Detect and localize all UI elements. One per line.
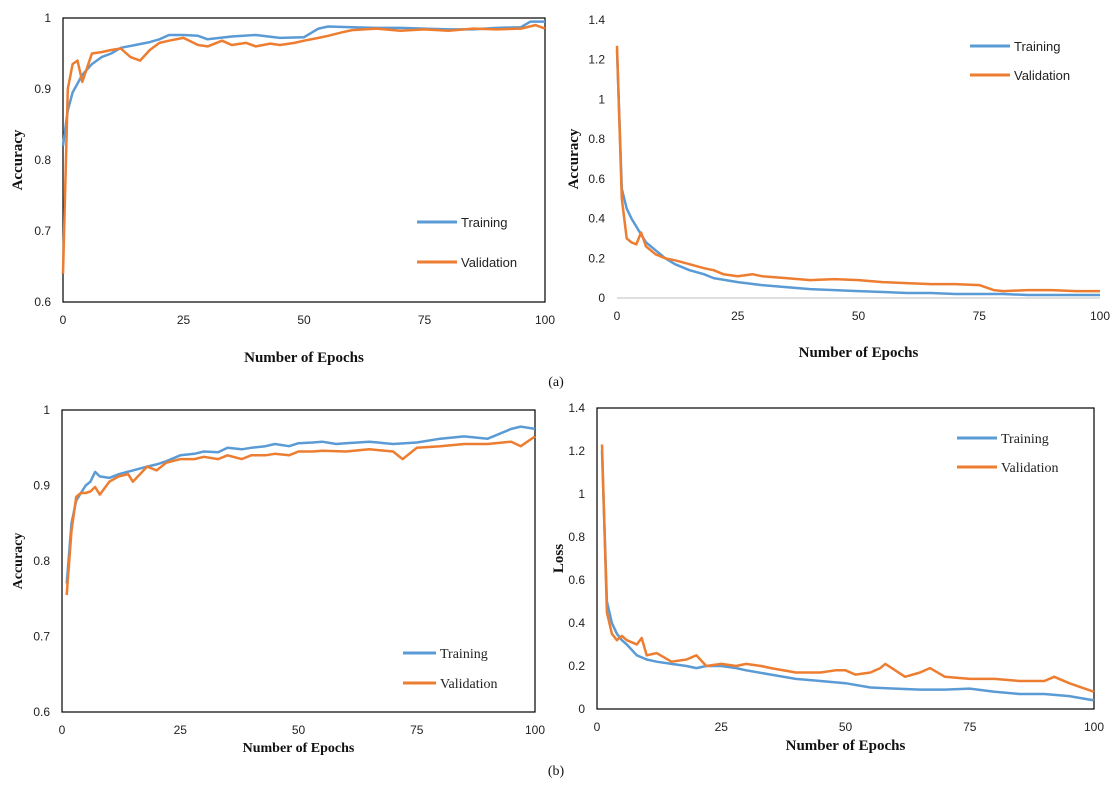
x-axis-label: Number of Epochs: [799, 345, 919, 361]
series-line-training: [65, 425, 536, 584]
y-tick-label: 0: [578, 702, 585, 716]
y-tick-label: 0.6: [33, 705, 50, 719]
legend-label-validation: Validation: [440, 677, 498, 692]
series-line-training: [615, 49, 1100, 297]
x-axis-label: Number of Epochs: [244, 350, 364, 366]
x-tick-label: 0: [594, 720, 601, 734]
series-line-validation: [61, 23, 546, 274]
y-tick-label: 1.2: [568, 444, 585, 458]
legend-label-validation: Validation: [1014, 68, 1070, 83]
y-tick-label: 1: [598, 92, 605, 106]
y-tick-label: 0.8: [33, 554, 50, 568]
y-tick-label: 0.9: [34, 82, 51, 96]
y-tick-label: 0.8: [588, 132, 605, 146]
y-tick-label: 1: [43, 403, 50, 417]
y-tick-label: 0.7: [34, 224, 51, 238]
y-axis-label: Loss: [551, 544, 567, 573]
x-tick-label: 50: [852, 309, 866, 323]
y-tick-label: 0.6: [34, 295, 51, 309]
y-tick-label: 0.4: [568, 616, 585, 630]
y-tick-label: 0.2: [588, 251, 605, 265]
series-line-validation: [65, 435, 536, 596]
legend-label-training: Training: [461, 215, 507, 230]
series-line-training: [61, 20, 545, 146]
y-axis-label: Accuracy: [566, 128, 582, 189]
x-tick-label: 75: [963, 720, 977, 734]
chart-b-accuracy: 0.6 0.7 0.8 0.9 1 0 25 50 75 100 Training Validatio…: [11, 403, 545, 756]
x-tick-label: 100: [525, 723, 545, 737]
legend-label-validation: Validation: [1001, 461, 1059, 476]
series-line-validation: [615, 45, 1100, 293]
chart-a-accuracy: 0.6 0.7 0.8 0.9 1 0 25 50 75 100 Training Validatio…: [10, 11, 555, 366]
y-axis-label: Accuracy: [11, 533, 26, 590]
x-tick-label: 25: [715, 720, 729, 734]
y-tick-label: 1.4: [568, 401, 585, 415]
legend-label-validation: Validation: [461, 255, 517, 270]
x-tick-label: 25: [174, 723, 188, 737]
x-tick-label: 75: [410, 723, 424, 737]
legend-label-training: Training: [1001, 432, 1049, 447]
plot-frame: [596, 407, 1095, 710]
x-axis-label: Number of Epochs: [786, 738, 906, 754]
y-tick-label: 1.2: [588, 53, 605, 67]
x-axis-label: Number of Epochs: [243, 741, 355, 756]
y-tick-label: 0.6: [588, 172, 605, 186]
y-tick-label: 0.6: [568, 573, 585, 587]
y-tick-label: 0: [598, 291, 605, 305]
series-line-training: [600, 450, 1095, 702]
plot-frame: [61, 409, 536, 713]
x-tick-label: 50: [297, 313, 311, 327]
x-tick-label: 100: [1084, 720, 1104, 734]
y-tick-label: 1: [578, 487, 585, 501]
y-tick-label: 0.8: [34, 153, 51, 167]
x-tick-label: 50: [292, 723, 306, 737]
legend-label-training: Training: [440, 647, 488, 662]
y-tick-label: 0.9: [33, 479, 50, 493]
x-tick-label: 0: [59, 723, 66, 737]
y-tick-label: 0.2: [568, 659, 585, 673]
x-tick-label: 25: [731, 309, 745, 323]
y-tick-label: 0.7: [33, 630, 50, 644]
y-tick-label: 0.4: [588, 212, 605, 226]
series-line-validation: [600, 444, 1095, 693]
chart-b-loss: 0 0.2 0.4 0.6 0.8 1 1.2 1.4 0 25 50 75 100 Training Va…: [551, 401, 1104, 754]
caption-a: (a): [548, 375, 564, 390]
x-tick-label: 0: [614, 309, 621, 323]
x-tick-label: 50: [839, 720, 853, 734]
x-tick-label: 75: [418, 313, 432, 327]
legend-label-training: Training: [1014, 39, 1060, 54]
chart-a-loss: 0 0.2 0.4 0.6 0.8 1 1.2 1.4 0 25 50 75 100 Training Va…: [566, 13, 1110, 361]
x-tick-label: 100: [535, 313, 555, 327]
x-tick-label: 0: [60, 313, 67, 327]
x-tick-label: 75: [973, 309, 987, 323]
y-tick-label: 0.8: [568, 530, 585, 544]
x-tick-label: 100: [1090, 309, 1110, 323]
caption-b: (b): [548, 764, 565, 779]
y-tick-label: 1.4: [588, 13, 605, 27]
y-axis-label: Accuracy: [10, 129, 26, 190]
x-tick-label: 25: [177, 313, 191, 327]
y-tick-label: 1: [44, 11, 51, 25]
plot-frame: [62, 17, 546, 303]
